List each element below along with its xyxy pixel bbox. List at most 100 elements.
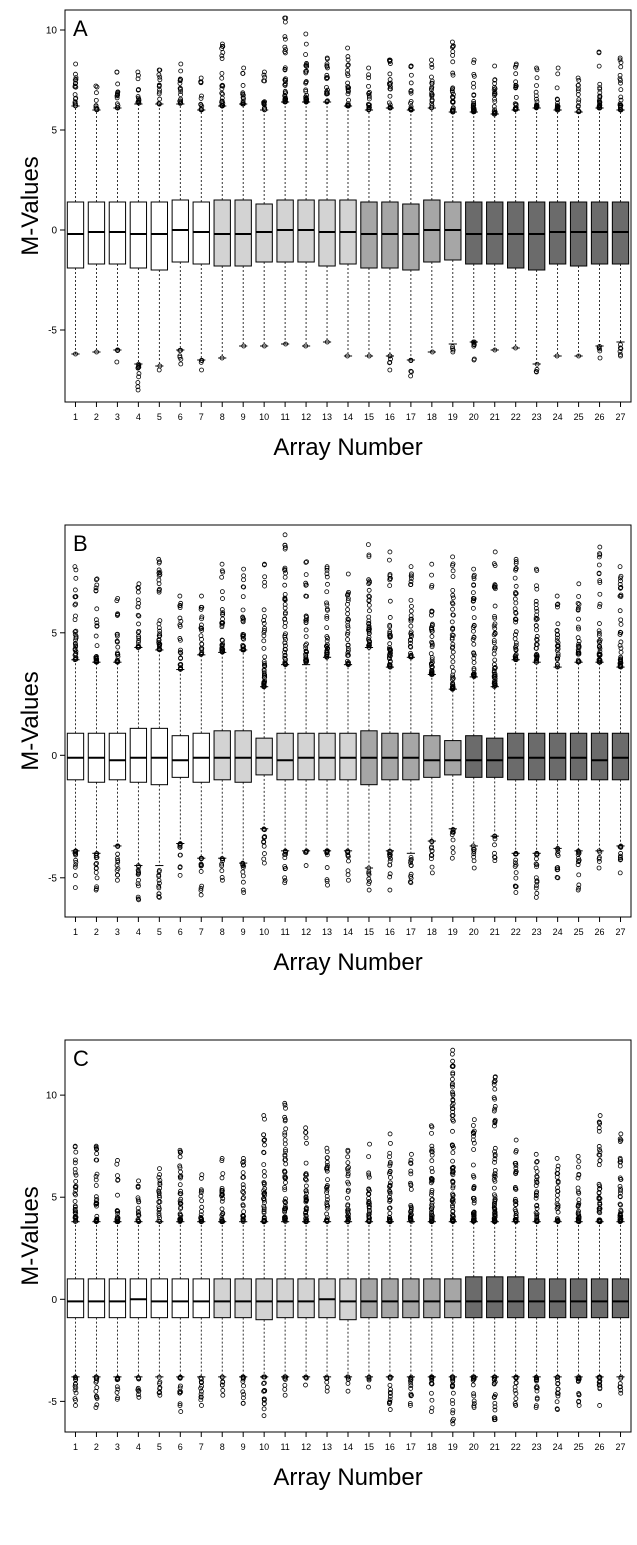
outlier-point [492, 1156, 498, 1162]
outlier-point [219, 90, 225, 96]
outlier-point [93, 97, 99, 103]
x-tick-label: 24 [553, 412, 563, 422]
outlier-point [198, 633, 204, 639]
outlier-point [449, 600, 455, 606]
outlier-point [157, 1177, 163, 1183]
iqr-box [527, 732, 546, 781]
outlier-point [199, 1218, 205, 1224]
box-array-15 [360, 542, 378, 893]
outlier-point [367, 879, 372, 884]
outlier-point [492, 1197, 498, 1202]
outlier-point [408, 613, 414, 619]
outlier-point [178, 647, 183, 653]
outlier-point [324, 1149, 330, 1155]
outlier-point [262, 661, 267, 667]
box-array-11 [276, 1100, 294, 1398]
outlier-point [114, 633, 120, 639]
outlier-point [282, 640, 288, 646]
outlier-point [617, 1217, 623, 1223]
outlier-point [135, 69, 141, 75]
outlier-point [261, 1396, 267, 1402]
outlier-point [575, 1153, 581, 1159]
outlier-point [387, 632, 393, 638]
outlier-point [199, 1383, 205, 1389]
outlier-point [156, 883, 162, 889]
outlier-point [387, 71, 393, 77]
outlier-point [533, 1403, 539, 1409]
outlier-point [177, 354, 183, 360]
outlier-point [324, 574, 330, 580]
outlier-point [325, 882, 330, 888]
outlier-point [429, 853, 435, 858]
outlier-point [94, 884, 99, 890]
outlier-point [597, 348, 603, 354]
outlier-point [428, 1123, 434, 1129]
iqr-box [318, 732, 336, 781]
outlier-point [135, 1197, 141, 1203]
outlier-point [220, 91, 225, 97]
outlier-point [429, 1213, 435, 1219]
outlier-point [135, 589, 141, 595]
outlier-point [156, 67, 162, 73]
outlier-point [554, 85, 560, 91]
outlier-point [428, 662, 434, 667]
outlier-point [408, 1186, 414, 1192]
outlier-point [366, 618, 372, 624]
outlier-point [114, 598, 120, 604]
outlier-point [177, 1403, 183, 1408]
outlier-point [198, 607, 204, 612]
outlier-point [533, 1183, 539, 1188]
outlier-point [136, 628, 142, 634]
outlier-point [177, 1154, 183, 1160]
outlier-point [618, 94, 624, 100]
outlier-point [220, 638, 225, 643]
outlier-point [618, 1177, 624, 1182]
outlier-point [534, 1202, 540, 1208]
outlier-point [94, 1385, 100, 1390]
outlier-point [219, 75, 225, 81]
outlier-point [366, 1375, 372, 1380]
outlier-point [534, 890, 540, 896]
outlier-point [72, 77, 78, 83]
x-tick-label: 9 [241, 927, 246, 937]
outlier-point [240, 1170, 246, 1176]
outlier-point [408, 582, 413, 588]
outlier-point [324, 848, 330, 854]
outlier-point [513, 106, 519, 112]
outlier-point [136, 1218, 141, 1224]
outlier-point [199, 647, 205, 653]
outlier-point [73, 1390, 79, 1396]
outlier-point [94, 643, 100, 649]
outlier-point [324, 76, 330, 82]
x-axis-title: Array Number [273, 1464, 422, 1491]
outlier-point [617, 1381, 623, 1386]
outlier-point [303, 87, 309, 93]
outlier-point [345, 1166, 350, 1172]
outlier-point [283, 1126, 289, 1132]
outlier-point [261, 860, 267, 866]
outlier-point [115, 872, 121, 878]
outlier-point [408, 564, 414, 570]
outlier-point [555, 1217, 561, 1223]
box-array-23 [527, 1151, 546, 1410]
outlier-point [492, 855, 498, 861]
iqr-box [507, 1276, 525, 1319]
x-tick-label: 14 [343, 1442, 353, 1452]
outlier-point [450, 1376, 456, 1382]
outlier-point [533, 1195, 539, 1201]
outlier-point [470, 104, 476, 109]
outlier-point [471, 572, 477, 578]
outlier-point [450, 1101, 456, 1106]
outlier-point [219, 86, 225, 92]
outlier-point [157, 74, 163, 80]
outlier-point [450, 627, 456, 632]
outlier-point [491, 1173, 497, 1179]
outlier-point [136, 635, 142, 641]
outlier-point [449, 1076, 455, 1082]
box-array-5 [150, 556, 169, 900]
outlier-point [177, 1182, 183, 1188]
x-tick-label: 4 [136, 1442, 141, 1452]
outlier-point [220, 856, 226, 862]
outlier-point [450, 39, 455, 45]
outlier-point [618, 621, 624, 627]
